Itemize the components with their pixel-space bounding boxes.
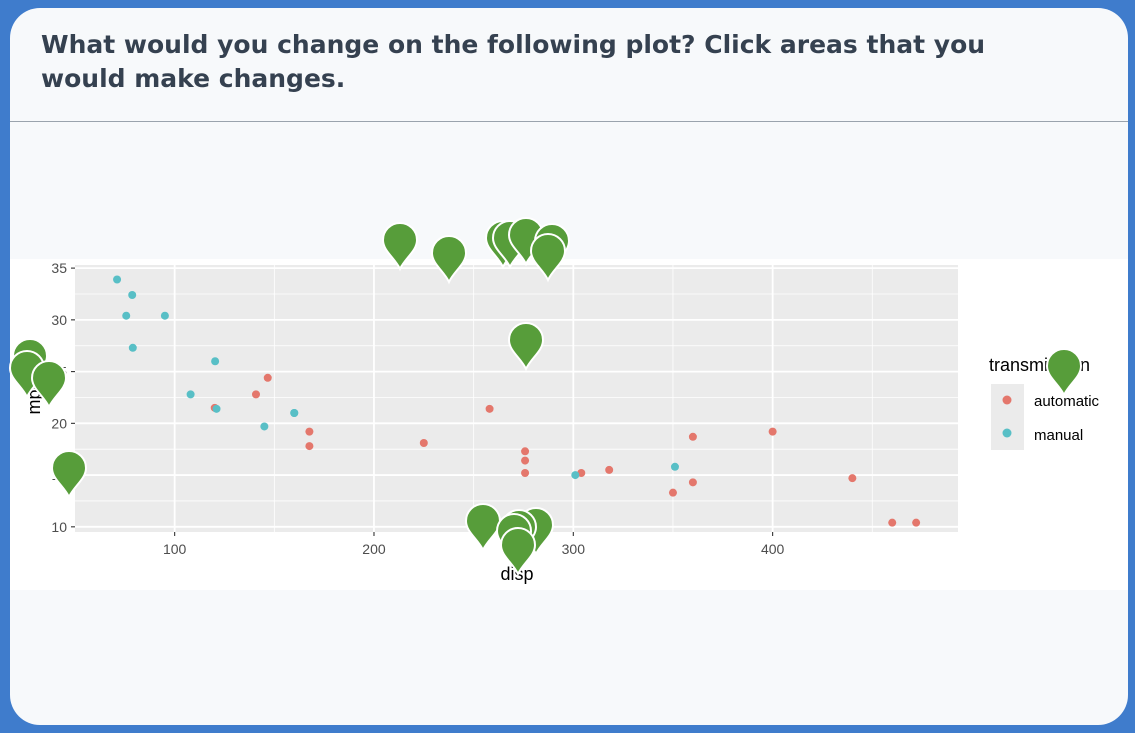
location-pin-icon[interactable]	[30, 360, 68, 410]
data-point-automatic	[305, 442, 314, 451]
data-point-manual	[260, 422, 269, 431]
click-markers[interactable]	[8, 217, 1083, 577]
data-point-manual	[122, 311, 131, 320]
data-point-automatic	[888, 518, 897, 527]
grid-lines	[75, 265, 958, 532]
data-point-automatic	[912, 518, 921, 527]
data-point-automatic	[251, 390, 260, 399]
legend: transmission automatic manual	[989, 355, 1100, 450]
data-point-automatic	[485, 404, 494, 413]
data-point-automatic	[521, 447, 530, 456]
legend-dot-manual	[1002, 428, 1012, 438]
location-pin-icon[interactable]	[507, 322, 545, 372]
data-point-automatic	[419, 439, 428, 447]
data-point-manual	[290, 408, 299, 417]
location-pin-icon[interactable]	[529, 233, 567, 283]
divider	[10, 121, 1128, 122]
location-pin-icon[interactable]	[499, 527, 537, 577]
data-point-automatic	[521, 456, 530, 465]
data-point-automatic	[688, 432, 697, 441]
data-point-automatic	[605, 465, 614, 474]
legend-dot-automatic	[1002, 395, 1012, 405]
data-point-manual	[186, 390, 195, 399]
data-point-manual	[128, 343, 137, 352]
data-point-manual	[211, 357, 220, 366]
data-point-automatic	[688, 478, 697, 487]
question-text: What would you change on the following p…	[41, 30, 986, 93]
data-point-manual	[128, 291, 137, 300]
x-tick-label: 300	[562, 541, 586, 557]
y-tick-label: 10	[51, 519, 67, 535]
legend-label-automatic: automatic	[1034, 393, 1100, 410]
data-point-manual	[113, 275, 122, 284]
data-point-automatic	[768, 427, 777, 436]
data-point-automatic	[263, 373, 272, 382]
location-pin-icon[interactable]	[430, 235, 468, 285]
data-point-manual	[212, 404, 221, 413]
y-tick-label: 20	[51, 415, 67, 431]
data-point-manual	[160, 311, 169, 320]
data-point-automatic	[305, 427, 314, 436]
data-point-automatic	[848, 474, 857, 483]
data-points	[113, 275, 921, 527]
x-tick-label: 400	[761, 541, 785, 557]
location-pin-icon[interactable]	[381, 222, 419, 272]
x-tick-label: 100	[163, 541, 187, 557]
y-tick-label: 30	[51, 312, 67, 328]
plot-panel[interactable]	[75, 265, 958, 532]
location-pin-icon[interactable]	[50, 450, 88, 500]
data-point-automatic	[668, 488, 677, 497]
data-point-manual	[670, 462, 679, 471]
data-point-automatic	[521, 469, 530, 478]
x-tick-label: 200	[362, 541, 386, 557]
legend-label-manual: manual	[1034, 427, 1083, 444]
y-tick-label: 35	[51, 260, 67, 276]
data-point-manual	[571, 471, 580, 480]
location-pin-icon[interactable]	[1045, 348, 1083, 398]
